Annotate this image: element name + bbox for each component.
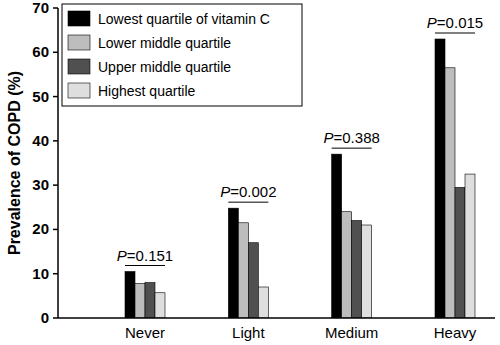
annotation: P=0.388 bbox=[324, 129, 380, 146]
y-tick bbox=[53, 140, 58, 142]
y-tick bbox=[53, 96, 58, 98]
legend-swatch bbox=[68, 59, 90, 74]
annotation-line bbox=[125, 265, 165, 266]
x-tick-label: Heavy bbox=[434, 324, 477, 341]
y-tick-label: 50 bbox=[32, 88, 49, 105]
bar bbox=[455, 187, 465, 318]
bar bbox=[155, 293, 165, 318]
annotation: P=0.002 bbox=[220, 183, 276, 200]
y-tick bbox=[53, 317, 58, 319]
bar bbox=[435, 39, 445, 318]
legend-swatch bbox=[68, 83, 90, 98]
legend-frame bbox=[62, 4, 302, 106]
x-axis bbox=[58, 317, 495, 319]
bar bbox=[238, 223, 248, 318]
y-tick bbox=[53, 52, 58, 54]
bar bbox=[465, 174, 475, 318]
bar bbox=[228, 208, 238, 318]
y-tick bbox=[53, 7, 58, 9]
annotation: P=0.015 bbox=[427, 14, 483, 31]
annotation: P=0.151 bbox=[117, 247, 173, 264]
y-axis-label: Prevalence of COPD (%) bbox=[6, 71, 23, 255]
x-tick-label: Light bbox=[232, 324, 265, 341]
legend-label: Upper middle quartile bbox=[98, 59, 231, 75]
bar bbox=[258, 287, 268, 318]
legend-swatch bbox=[68, 11, 90, 26]
legend-label: Lower middle quartile bbox=[98, 35, 231, 51]
bar bbox=[352, 221, 362, 318]
y-tick-label: 0 bbox=[41, 309, 49, 326]
x-tick-label: Never bbox=[125, 324, 165, 341]
y-tick-label: 70 bbox=[32, 0, 49, 16]
y-axis bbox=[57, 8, 59, 318]
bar bbox=[445, 68, 455, 318]
chart: 0 10 20 30 40 50 60 70 Prevalence of COPD (%) Nev… bbox=[0, 0, 500, 345]
y-tick bbox=[53, 184, 58, 186]
legend-label: Lowest quartile of vitamin C bbox=[98, 11, 270, 27]
y-tick-label: 60 bbox=[32, 43, 49, 60]
bar bbox=[248, 243, 258, 318]
annotation-line bbox=[228, 202, 268, 203]
y-tick-label: 40 bbox=[32, 132, 49, 149]
bar bbox=[332, 154, 342, 318]
annotation-line bbox=[435, 33, 475, 34]
bar bbox=[145, 283, 155, 318]
x-tick-label: Medium bbox=[325, 324, 378, 341]
legend-label: Highest quartile bbox=[98, 83, 195, 99]
y-tick-label: 30 bbox=[32, 176, 49, 193]
bar bbox=[342, 212, 352, 318]
y-tick bbox=[53, 229, 58, 231]
bar bbox=[125, 272, 135, 319]
legend-swatch bbox=[68, 35, 90, 50]
annotation-line bbox=[332, 148, 372, 149]
y-tick-label: 10 bbox=[32, 265, 49, 282]
bar bbox=[135, 283, 145, 318]
y-tick bbox=[53, 273, 58, 275]
bar bbox=[362, 225, 372, 318]
y-tick-label: 20 bbox=[32, 220, 49, 237]
legend: Lowest quartile of vitamin C Lower middle… bbox=[62, 4, 302, 106]
